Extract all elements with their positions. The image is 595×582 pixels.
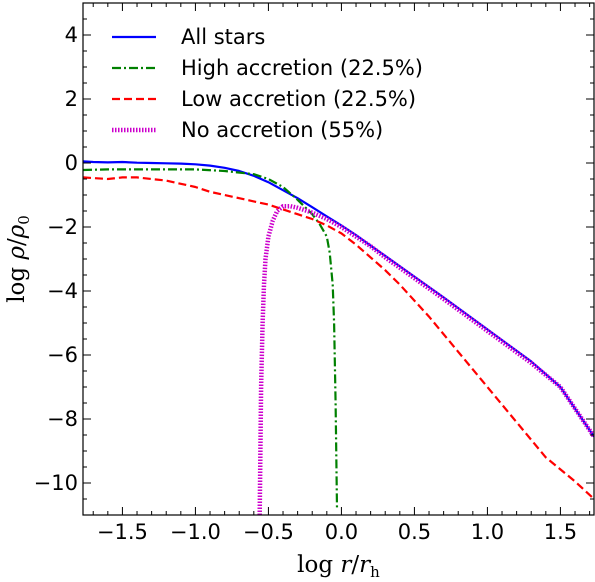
- y-tick-label: −8: [47, 407, 78, 431]
- y-tick-label: 2: [65, 87, 78, 111]
- legend-label-0: All stars: [181, 25, 265, 49]
- legend: All stars High accretion (22.5%) Low accre…: [112, 25, 423, 142]
- x-tick-label: 1.5: [544, 520, 577, 544]
- series-line-1: [83, 168, 339, 509]
- y-tick-label: −4: [47, 279, 78, 303]
- y-tick-label: −10: [34, 471, 78, 495]
- legend-label-1: High accretion (22.5%): [181, 56, 423, 80]
- x-tick-label: 1.0: [471, 520, 504, 544]
- x-tick-label: 0.0: [325, 520, 358, 544]
- tick-layer: −1.5 −1.0 −0.5 0.0 0.5 1.0 1.5 4 2 0 −2 −4 −6 −8 −10: [34, 2, 594, 544]
- series-line-3: [257, 203, 594, 515]
- x-tick-label: −1.5: [97, 520, 148, 544]
- y-axis-title: log ρ/ρ0: [4, 215, 33, 303]
- legend-label-3: No accretion (55%): [181, 118, 383, 142]
- y-tick-label: −6: [47, 343, 78, 367]
- x-axis-title: log r/rh: [297, 552, 380, 581]
- x-tick-label: −0.5: [243, 520, 294, 544]
- y-tick-label: −2: [47, 215, 78, 239]
- y-tick-label: 0: [65, 151, 78, 175]
- series-line-0: [83, 160, 594, 438]
- series-layer: [83, 160, 594, 515]
- legend-label-2: Low accretion (22.5%): [181, 87, 416, 111]
- x-tick-label: 0.5: [398, 520, 431, 544]
- x-tick-label: −1.0: [170, 520, 221, 544]
- y-tick-label: 4: [65, 23, 78, 47]
